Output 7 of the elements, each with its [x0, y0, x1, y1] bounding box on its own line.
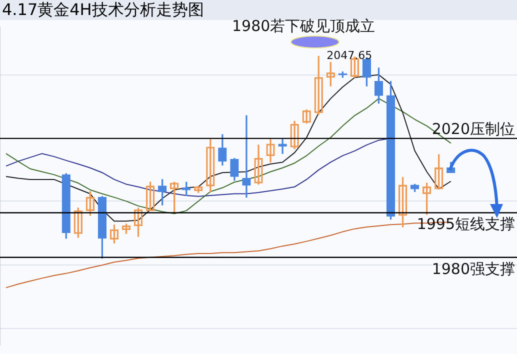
- ref-line-label: 1980强支撑: [432, 260, 515, 278]
- ref-line-label: 2020压制位: [432, 120, 515, 138]
- candlestick: [242, 115, 251, 198]
- annotation: 1980若下破见顶成立: [232, 17, 376, 35]
- annotation: 2047.65: [326, 49, 372, 62]
- candlestick: [278, 138, 287, 154]
- chart-title: 4.17黄金4H技术分析走势图: [2, 0, 204, 19]
